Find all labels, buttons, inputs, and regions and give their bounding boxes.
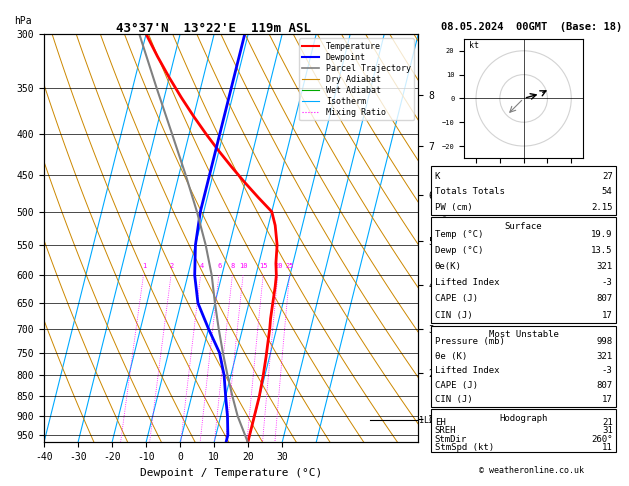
Text: -3: -3: [602, 366, 613, 375]
Text: 6: 6: [218, 263, 221, 269]
Text: 1LCL: 1LCL: [420, 416, 439, 425]
Text: 31: 31: [602, 426, 613, 435]
X-axis label: Dewpoint / Temperature (°C): Dewpoint / Temperature (°C): [140, 468, 322, 478]
Text: -3: -3: [602, 278, 613, 287]
Text: 17: 17: [602, 395, 613, 404]
Text: Pressure (mb): Pressure (mb): [435, 337, 504, 346]
Text: PW (cm): PW (cm): [435, 203, 472, 212]
Text: 4: 4: [199, 263, 203, 269]
Text: kt: kt: [469, 41, 479, 51]
Text: CIN (J): CIN (J): [435, 311, 472, 320]
Text: 321: 321: [596, 351, 613, 361]
Text: CIN (J): CIN (J): [435, 395, 472, 404]
Text: 17: 17: [602, 311, 613, 320]
Text: Lifted Index: Lifted Index: [435, 278, 499, 287]
Text: 20: 20: [274, 263, 282, 269]
Text: StmDir: StmDir: [435, 434, 467, 444]
Text: 807: 807: [596, 381, 613, 390]
Text: 15: 15: [260, 263, 268, 269]
Text: 998: 998: [596, 337, 613, 346]
Text: 807: 807: [596, 295, 613, 303]
Legend: Temperature, Dewpoint, Parcel Trajectory, Dry Adiabat, Wet Adiabat, Isotherm, Mi: Temperature, Dewpoint, Parcel Trajectory…: [299, 38, 414, 121]
Text: θe(K): θe(K): [435, 262, 462, 271]
Text: © weatheronline.co.uk: © weatheronline.co.uk: [479, 466, 584, 475]
Text: 21: 21: [602, 417, 613, 427]
Text: CAPE (J): CAPE (J): [435, 295, 477, 303]
Text: hPa: hPa: [14, 16, 31, 26]
Text: K: K: [435, 172, 440, 181]
Text: Dewp (°C): Dewp (°C): [435, 246, 483, 255]
Text: 25: 25: [286, 263, 294, 269]
Text: Lifted Index: Lifted Index: [435, 366, 499, 375]
Text: StmSpd (kt): StmSpd (kt): [435, 443, 494, 452]
Text: 10: 10: [240, 263, 248, 269]
Text: 8: 8: [231, 263, 235, 269]
Y-axis label: km
ASL: km ASL: [438, 228, 452, 248]
Text: SREH: SREH: [435, 426, 456, 435]
Text: 19.9: 19.9: [591, 229, 613, 239]
Text: CAPE (J): CAPE (J): [435, 381, 477, 390]
Text: 260°: 260°: [591, 434, 613, 444]
Text: 27: 27: [602, 172, 613, 181]
Text: 321: 321: [596, 262, 613, 271]
Text: 11: 11: [602, 443, 613, 452]
Text: Most Unstable: Most Unstable: [489, 330, 559, 340]
Text: 43°37'N  13°22'E  119m ASL: 43°37'N 13°22'E 119m ASL: [116, 22, 311, 35]
Text: θe (K): θe (K): [435, 351, 467, 361]
Text: Hodograph: Hodograph: [499, 414, 548, 423]
Text: Surface: Surface: [505, 222, 542, 231]
Text: Totals Totals: Totals Totals: [435, 188, 504, 196]
Text: EH: EH: [435, 417, 445, 427]
Text: 1: 1: [142, 263, 147, 269]
Text: 2.15: 2.15: [591, 203, 613, 212]
Text: 08.05.2024  00GMT  (Base: 18): 08.05.2024 00GMT (Base: 18): [441, 22, 622, 32]
Text: 54: 54: [602, 188, 613, 196]
Text: Mixing Ratio (g/kg): Mixing Ratio (g/kg): [441, 191, 450, 286]
Text: 2: 2: [170, 263, 174, 269]
Text: Temp (°C): Temp (°C): [435, 229, 483, 239]
Text: 13.5: 13.5: [591, 246, 613, 255]
